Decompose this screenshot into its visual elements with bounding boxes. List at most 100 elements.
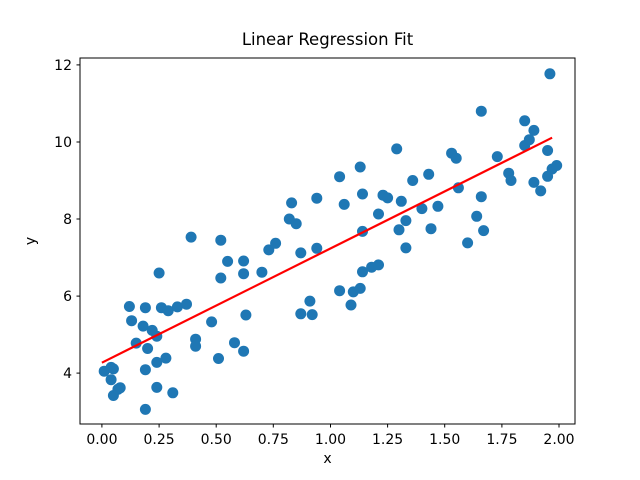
data-point — [190, 340, 202, 352]
regression-line — [101, 136, 553, 364]
x-tick-label: 0.75 — [258, 432, 289, 448]
x-tick-label: 1.50 — [429, 432, 460, 448]
y-tick-label: 10 — [54, 135, 72, 151]
data-point — [519, 115, 531, 127]
data-point — [151, 356, 163, 368]
x-tick-label: 0.50 — [201, 432, 232, 448]
x-tick-label: 0.00 — [86, 432, 117, 448]
data-point — [139, 403, 151, 415]
data-point — [475, 105, 487, 117]
data-point — [393, 224, 405, 236]
data-point — [107, 363, 119, 375]
data-point — [238, 268, 250, 280]
data-point — [215, 234, 227, 246]
data-point — [338, 198, 350, 210]
data-point — [206, 316, 218, 328]
data-point — [551, 160, 563, 171]
data-point — [229, 337, 240, 349]
data-point — [423, 168, 435, 180]
data-point — [304, 295, 316, 307]
data-point — [311, 242, 323, 254]
chart-title: Linear Regression Fit — [241, 30, 414, 49]
data-point — [462, 237, 474, 249]
data-point — [528, 176, 540, 188]
data-point — [373, 208, 384, 220]
data-point — [142, 343, 154, 354]
axes-spines — [79, 57, 576, 425]
x-tick-label: 1.00 — [315, 432, 346, 448]
data-point — [528, 124, 540, 136]
y-tick-label: 8 — [63, 212, 72, 228]
data-point — [505, 175, 517, 186]
data-point — [373, 259, 384, 271]
data-point — [491, 151, 503, 163]
data-point — [354, 282, 366, 294]
y-tick-label: 4 — [63, 366, 72, 382]
data-point — [400, 242, 412, 254]
data-point — [126, 315, 138, 327]
data-point — [535, 185, 547, 197]
data-point — [475, 191, 487, 203]
x-axis-ticks: 0.00 0.25 0.50 0.75 1.00 1.25 1.50 1.75 2.00 — [86, 424, 575, 448]
data-point — [523, 134, 535, 146]
data-point — [295, 308, 307, 320]
data-point — [238, 255, 250, 267]
data-point — [238, 345, 250, 357]
data-point — [382, 192, 394, 204]
data-point — [306, 309, 318, 321]
data-point — [139, 302, 151, 314]
y-tick-label: 12 — [54, 58, 72, 74]
data-point — [542, 145, 554, 156]
data-point — [167, 387, 179, 399]
data-point — [471, 210, 483, 222]
data-point — [139, 364, 151, 376]
data-point — [213, 353, 224, 364]
data-point — [432, 200, 444, 212]
data-point — [478, 225, 490, 237]
data-point — [544, 68, 556, 80]
x-tick-label: 0.25 — [144, 432, 175, 448]
data-point — [222, 255, 234, 267]
data-point — [354, 161, 366, 173]
data-point — [416, 203, 428, 215]
data-point — [137, 320, 149, 332]
data-point — [215, 272, 227, 284]
data-point — [357, 266, 368, 278]
x-tick-label: 2.00 — [543, 432, 574, 448]
data-point — [105, 374, 117, 386]
data-point — [407, 175, 419, 186]
data-point — [295, 247, 307, 259]
data-point — [290, 218, 302, 230]
data-point — [334, 171, 346, 183]
data-point — [263, 244, 275, 256]
data-point — [395, 195, 407, 207]
data-point — [240, 309, 252, 321]
x-tick-label: 1.25 — [372, 432, 403, 448]
data-point — [425, 223, 437, 235]
data-point — [153, 267, 165, 279]
data-point — [171, 301, 183, 313]
data-point — [357, 188, 368, 200]
data-point — [256, 266, 268, 278]
y-tick-label: 6 — [63, 289, 72, 305]
data-point — [123, 301, 135, 312]
data-point — [286, 197, 298, 209]
data-point — [181, 298, 192, 310]
x-axis-label: x — [323, 451, 332, 467]
data-point — [311, 192, 323, 204]
data-point — [450, 152, 462, 164]
scatter-points — [98, 68, 563, 415]
data-point — [391, 143, 403, 155]
data-point — [270, 237, 282, 249]
data-point — [162, 305, 174, 317]
data-point — [400, 215, 412, 227]
data-point — [114, 382, 126, 394]
data-point — [334, 285, 346, 297]
data-point — [160, 352, 172, 364]
y-axis-ticks: 4 6 8 10 12 — [54, 58, 80, 382]
data-point — [151, 381, 163, 393]
data-point — [345, 299, 357, 311]
x-tick-label: 1.75 — [486, 432, 517, 448]
